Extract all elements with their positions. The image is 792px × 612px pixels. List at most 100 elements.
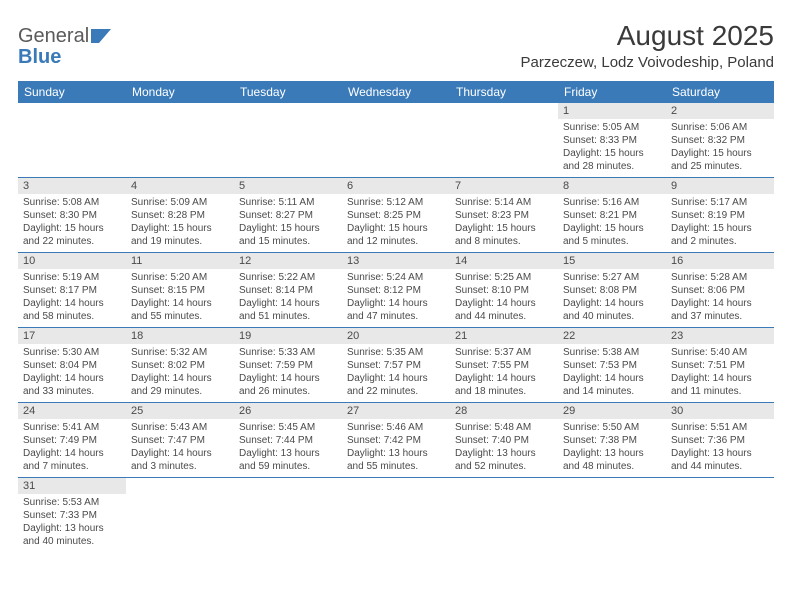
sunset-text: Sunset: 8:25 PM <box>347 209 445 222</box>
day-content: Sunrise: 5:24 AMSunset: 8:12 PMDaylight:… <box>342 269 450 327</box>
day-number: 7 <box>450 178 558 194</box>
sunset-text: Sunset: 8:23 PM <box>455 209 553 222</box>
daylight-text-2: and 5 minutes. <box>563 235 661 248</box>
sunrise-text: Sunrise: 5:12 AM <box>347 196 445 209</box>
calendar-row: 17Sunrise: 5:30 AMSunset: 8:04 PMDayligh… <box>18 328 774 403</box>
daylight-text-1: Daylight: 14 hours <box>347 372 445 385</box>
daylight-text-1: Daylight: 14 hours <box>347 297 445 310</box>
calendar-cell: 28Sunrise: 5:48 AMSunset: 7:40 PMDayligh… <box>450 403 558 478</box>
day-content: Sunrise: 5:05 AMSunset: 8:33 PMDaylight:… <box>558 119 666 177</box>
day-content: Sunrise: 5:12 AMSunset: 8:25 PMDaylight:… <box>342 194 450 252</box>
brand-text: General Blue <box>18 26 113 67</box>
daylight-text-2: and 29 minutes. <box>131 385 229 398</box>
sunrise-text: Sunrise: 5:30 AM <box>23 346 121 359</box>
sunrise-text: Sunrise: 5:24 AM <box>347 271 445 284</box>
day-content: Sunrise: 5:06 AMSunset: 8:32 PMDaylight:… <box>666 119 774 177</box>
daylight-text-2: and 55 minutes. <box>347 460 445 473</box>
daylight-text-2: and 2 minutes. <box>671 235 769 248</box>
sunset-text: Sunset: 8:14 PM <box>239 284 337 297</box>
day-content: Sunrise: 5:09 AMSunset: 8:28 PMDaylight:… <box>126 194 234 252</box>
calendar-cell <box>126 103 234 178</box>
day-number: 30 <box>666 403 774 419</box>
day-number: 15 <box>558 253 666 269</box>
calendar-cell: 15Sunrise: 5:27 AMSunset: 8:08 PMDayligh… <box>558 253 666 328</box>
sunrise-text: Sunrise: 5:05 AM <box>563 121 661 134</box>
calendar-cell: 26Sunrise: 5:45 AMSunset: 7:44 PMDayligh… <box>234 403 342 478</box>
sunrise-text: Sunrise: 5:25 AM <box>455 271 553 284</box>
calendar-cell: 25Sunrise: 5:43 AMSunset: 7:47 PMDayligh… <box>126 403 234 478</box>
daylight-text-2: and 26 minutes. <box>239 385 337 398</box>
daylight-text-2: and 14 minutes. <box>563 385 661 398</box>
daylight-text-1: Daylight: 13 hours <box>23 522 121 535</box>
day-number: 13 <box>342 253 450 269</box>
sunrise-text: Sunrise: 5:35 AM <box>347 346 445 359</box>
daylight-text-2: and 28 minutes. <box>563 160 661 173</box>
daylight-text-1: Daylight: 13 hours <box>455 447 553 460</box>
day-content: Sunrise: 5:14 AMSunset: 8:23 PMDaylight:… <box>450 194 558 252</box>
daylight-text-1: Daylight: 15 hours <box>563 222 661 235</box>
day-number: 26 <box>234 403 342 419</box>
daylight-text-2: and 58 minutes. <box>23 310 121 323</box>
daylight-text-1: Daylight: 14 hours <box>671 297 769 310</box>
sunset-text: Sunset: 8:06 PM <box>671 284 769 297</box>
daylight-text-2: and 59 minutes. <box>239 460 337 473</box>
daylight-text-1: Daylight: 14 hours <box>239 372 337 385</box>
calendar-cell: 10Sunrise: 5:19 AMSunset: 8:17 PMDayligh… <box>18 253 126 328</box>
daylight-text-2: and 15 minutes. <box>239 235 337 248</box>
daylight-text-2: and 51 minutes. <box>239 310 337 323</box>
day-header: Thursday <box>450 81 558 103</box>
day-number: 12 <box>234 253 342 269</box>
calendar-cell: 30Sunrise: 5:51 AMSunset: 7:36 PMDayligh… <box>666 403 774 478</box>
sunset-text: Sunset: 8:32 PM <box>671 134 769 147</box>
day-content: Sunrise: 5:16 AMSunset: 8:21 PMDaylight:… <box>558 194 666 252</box>
daylight-text-2: and 11 minutes. <box>671 385 769 398</box>
daylight-text-2: and 40 minutes. <box>23 535 121 548</box>
sunrise-text: Sunrise: 5:11 AM <box>239 196 337 209</box>
day-number: 6 <box>342 178 450 194</box>
daylight-text-2: and 12 minutes. <box>347 235 445 248</box>
sunrise-text: Sunrise: 5:48 AM <box>455 421 553 434</box>
daylight-text-1: Daylight: 14 hours <box>671 372 769 385</box>
day-header: Sunday <box>18 81 126 103</box>
day-header: Tuesday <box>234 81 342 103</box>
sunrise-text: Sunrise: 5:53 AM <box>23 496 121 509</box>
calendar-cell: 24Sunrise: 5:41 AMSunset: 7:49 PMDayligh… <box>18 403 126 478</box>
daylight-text-2: and 19 minutes. <box>131 235 229 248</box>
day-number: 4 <box>126 178 234 194</box>
day-content: Sunrise: 5:35 AMSunset: 7:57 PMDaylight:… <box>342 344 450 402</box>
calendar-cell <box>234 103 342 178</box>
day-number: 22 <box>558 328 666 344</box>
title-block: August 2025 Parzeczew, Lodz Voivodeship,… <box>521 20 775 71</box>
day-content: Sunrise: 5:51 AMSunset: 7:36 PMDaylight:… <box>666 419 774 477</box>
daylight-text-1: Daylight: 13 hours <box>671 447 769 460</box>
calendar-cell: 3Sunrise: 5:08 AMSunset: 8:30 PMDaylight… <box>18 178 126 253</box>
sunrise-text: Sunrise: 5:32 AM <box>131 346 229 359</box>
sunrise-text: Sunrise: 5:33 AM <box>239 346 337 359</box>
daylight-text-1: Daylight: 15 hours <box>131 222 229 235</box>
daylight-text-1: Daylight: 13 hours <box>563 447 661 460</box>
day-number: 24 <box>18 403 126 419</box>
calendar-cell <box>666 478 774 553</box>
calendar-cell: 22Sunrise: 5:38 AMSunset: 7:53 PMDayligh… <box>558 328 666 403</box>
daylight-text-2: and 7 minutes. <box>23 460 121 473</box>
day-number: 21 <box>450 328 558 344</box>
sunset-text: Sunset: 8:28 PM <box>131 209 229 222</box>
day-content: Sunrise: 5:43 AMSunset: 7:47 PMDaylight:… <box>126 419 234 477</box>
day-number: 16 <box>666 253 774 269</box>
calendar-cell: 5Sunrise: 5:11 AMSunset: 8:27 PMDaylight… <box>234 178 342 253</box>
daylight-text-2: and 52 minutes. <box>455 460 553 473</box>
calendar-cell <box>342 478 450 553</box>
daylight-text-1: Daylight: 14 hours <box>239 297 337 310</box>
sunset-text: Sunset: 7:44 PM <box>239 434 337 447</box>
calendar-cell: 9Sunrise: 5:17 AMSunset: 8:19 PMDaylight… <box>666 178 774 253</box>
daylight-text-1: Daylight: 14 hours <box>23 297 121 310</box>
sunset-text: Sunset: 7:55 PM <box>455 359 553 372</box>
day-content: Sunrise: 5:37 AMSunset: 7:55 PMDaylight:… <box>450 344 558 402</box>
day-number: 25 <box>126 403 234 419</box>
calendar-cell: 11Sunrise: 5:20 AMSunset: 8:15 PMDayligh… <box>126 253 234 328</box>
daylight-text-1: Daylight: 14 hours <box>131 297 229 310</box>
daylight-text-1: Daylight: 15 hours <box>671 147 769 160</box>
calendar-cell <box>126 478 234 553</box>
sunset-text: Sunset: 8:04 PM <box>23 359 121 372</box>
daylight-text-1: Daylight: 15 hours <box>563 147 661 160</box>
